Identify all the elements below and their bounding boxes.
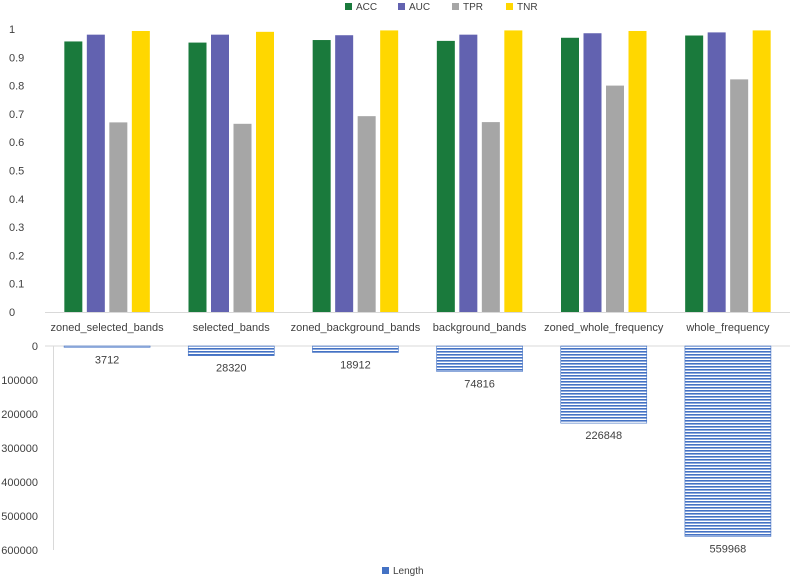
bar-tpr-background_bands [481,122,500,313]
bar-acc-background_bands [436,40,455,313]
bar-tnr-zoned_whole_frequency [628,30,647,313]
top-y-tick-label: 1 [9,24,15,36]
category-labels: zoned_selected_bands selected_bands zoned_… [51,322,770,334]
category-label: whole_frequency [685,322,770,334]
bar-length-zoned_selected_bands [63,345,151,348]
bar-acc-selected_bands [188,42,207,313]
bar-length-zoned_background_bands [312,345,399,353]
data-label-length: 226848 [585,430,622,442]
bottom-y-tick-label: 400000 [1,477,38,489]
top-y-tick-label: 0.7 [9,109,24,121]
top-y-tick-label: 0.9 [9,52,24,64]
bar-length-background_bands [436,345,523,372]
bar-tnr-selected_bands [256,31,274,313]
bar-tnr-whole_frequency [752,30,771,312]
bar-auc-selected_bands [211,34,229,312]
legend-label-acc: ACC [356,2,377,13]
bar-acc-zoned_background_bands [312,40,331,313]
bar-auc-zoned_whole_frequency [583,33,602,313]
legend-label-auc: AUC [409,2,430,13]
bar-tpr-zoned_background_bands [357,116,376,312]
bottom-y-tick-label: 600000 [1,545,38,557]
top-bars [64,30,771,313]
category-label: background_bands [433,322,527,334]
bar-tpr-selected_bands [233,123,252,313]
bottom-y-tick-label: 100000 [1,375,38,387]
top-legend: ACC AUC TPR TNR [345,2,538,13]
top-y-tick-label: 0.4 [9,194,24,206]
bottom-y-tick-label: 500000 [1,511,38,523]
category-label: zoned_whole_frequency [544,322,664,334]
bar-length-selected_bands [187,345,275,356]
bar-length-zoned_whole_frequency [560,345,648,424]
bar-acc-whole_frequency [685,35,704,312]
bottom-y-tick-label: 0 [32,341,38,353]
legend-label-tpr: TPR [463,2,483,13]
legend-label-tnr: TNR [517,2,538,13]
bar-tnr-zoned_selected_bands [131,30,150,313]
data-label-length: 74816 [464,378,495,390]
bar-tnr-background_bands [504,30,523,312]
legend-swatch-tpr [452,3,459,10]
top-y-tick-label: 0.3 [9,222,24,234]
bar-auc-zoned_selected_bands [86,34,105,312]
bottom-y-tick-label: 300000 [1,443,38,455]
top-y-tick-label: 0.8 [9,81,24,93]
bar-tpr-whole_frequency [730,79,749,313]
bar-length-whole_frequency [684,345,772,537]
legend-swatch-auc [398,3,405,10]
category-label: zoned_selected_bands [51,322,165,334]
bar-auc-whole_frequency [707,32,726,313]
legend-swatch-acc [345,3,352,10]
bar-acc-zoned_selected_bands [64,41,83,313]
top-y-tick-label: 0.1 [9,279,24,291]
bar-tpr-zoned_whole_frequency [606,85,624,312]
bar-tnr-zoned_background_bands [380,30,399,312]
top-y-tick-label: 0.5 [9,166,24,178]
bottom-y-tick-label: 200000 [1,409,38,421]
bottom-data-labels: 3712 28320 18912 74816 226848 559968 [95,354,746,555]
top-y-tick-label: 0.6 [9,137,24,149]
data-label-length: 28320 [216,363,247,375]
category-label: zoned_background_bands [291,322,421,334]
category-label: selected_bands [193,322,271,334]
bar-tpr-zoned_selected_bands [109,122,128,312]
top-y-axis: 0 0.1 0.2 0.3 0.4 0.5 0.6 0.7 0.8 0.9 1 [9,24,790,319]
data-label-length: 18912 [340,359,371,371]
bottom-y-axis: 0 100000 200000 300000 400000 500000 600000 [1,341,790,557]
bottom-bars [63,345,772,537]
bar-auc-background_bands [459,34,478,312]
legend-swatch-length [382,567,389,574]
top-y-tick-label: 0.2 [9,250,24,262]
legend-label-length: Length [393,566,424,577]
data-label-length: 559968 [710,543,747,555]
bar-auc-zoned_background_bands [335,35,354,312]
legend-swatch-tnr [506,3,513,10]
top-y-tick-label: 0 [9,307,15,319]
data-label-length: 3712 [95,354,119,366]
bottom-legend: Length [382,566,424,577]
bar-acc-zoned_whole_frequency [561,37,579,312]
